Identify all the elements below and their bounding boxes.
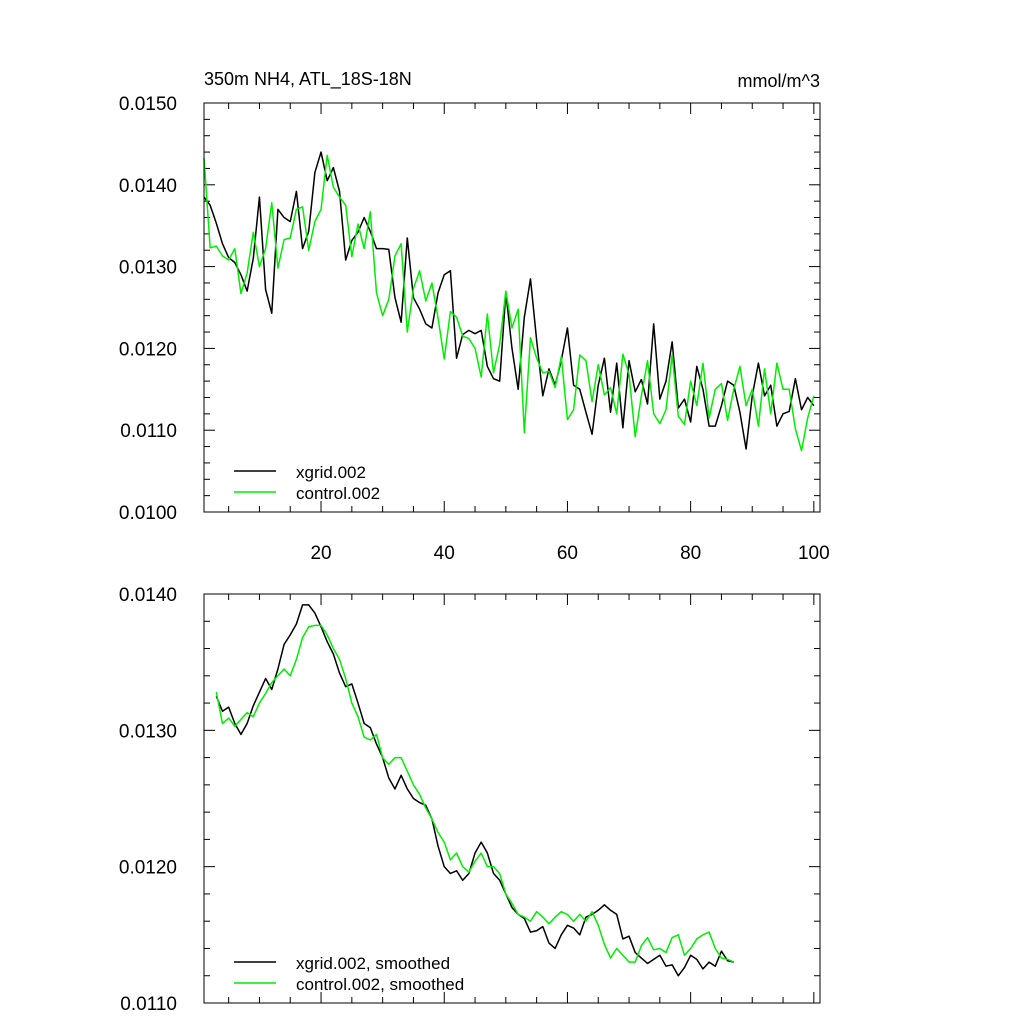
x-tick-label: 80 [680,543,701,564]
y-tick-label: 0.0140 [119,176,177,197]
y-tick-label: 0.0140 [119,585,177,606]
y-tick-label: 0.0150 [119,94,177,115]
bottom-panel: 0.0110 0.0120 0.0130 0.0140 xgrid.002, smoo… [119,585,821,1015]
top-legend-label-control: control.002 [296,484,380,503]
x-tick-label: 20 [310,543,331,564]
y-tick-label: 0.0110 [120,994,177,1015]
y-tick-label: 0.0120 [119,858,177,879]
top-panel: 350m NH4, ATL_18S-18N mmol/m^3 0.01000.0… [119,69,830,564]
series-line-control [203,154,815,452]
x-tick-label: 60 [557,543,578,564]
top-panel-ytick-labels: 0.0100 0.0110 0.0120 0.0130 0.0140 0.0150 [119,94,177,524]
bottom-legend-label-control: control.002, smoothed [296,975,464,994]
y-tick-label: 0.0120 [119,339,177,360]
y-tick-label: 0.0130 [119,721,177,742]
top-panel-frame [203,102,821,513]
y-tick-label: 0.0130 [119,258,177,279]
y-tick-label: 0.0110 [120,421,177,442]
series-line-xgrid [203,151,815,450]
x-tick-label: 100 [798,543,830,564]
top-legend-label-xgrid: xgrid.002 [296,463,366,482]
top-panel-lines [203,151,815,452]
series-line-xgrid [215,604,734,977]
series-line-control [215,624,735,963]
bottom-panel-ytick-labels: 0.0110 0.0120 0.0130 0.0140 [119,585,177,1015]
top-panel-title: 350m NH4, ATL_18S-18N [204,69,412,90]
y-tick-label: 0.0100 [119,503,177,524]
top-panel-legend: xgrid.002 control.002 [234,463,380,503]
bottom-panel-legend: xgrid.002, smoothed control.002, smoothe… [234,954,464,994]
x-tick-label: 40 [434,543,455,564]
top-panel-xtick-labels: 20 40 60 80 100 [310,543,829,564]
bottom-panel-ticks [204,593,820,1004]
top-panel-ticks [204,102,820,513]
top-panel-units: mmol/m^3 [738,71,820,91]
bottom-panel-lines [215,604,735,977]
bottom-panel-frame [203,593,821,1004]
bottom-legend-label-xgrid: xgrid.002, smoothed [296,954,450,973]
